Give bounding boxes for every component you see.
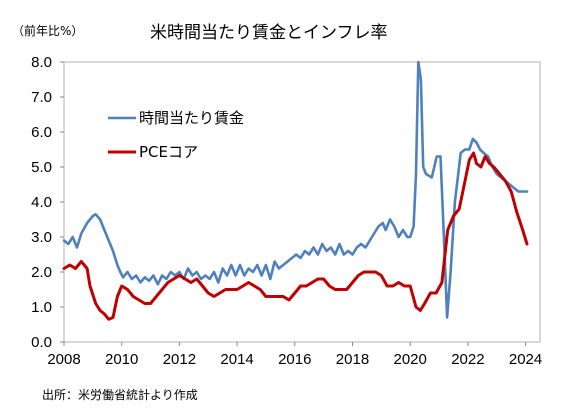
x-tick-label: 2014	[220, 351, 253, 368]
plot-area	[63, 61, 541, 343]
x-tick-label: 2010	[105, 351, 138, 368]
series-line-hourly-wage	[62, 60, 529, 319]
series-layer	[62, 60, 529, 321]
x-tick-label: 2024	[509, 351, 542, 368]
x-tick-label: 2008	[47, 351, 80, 368]
x-tick-label: 2012	[163, 351, 196, 368]
y-tick-label: 6.0	[31, 124, 52, 141]
x-tick-label: 2016	[278, 351, 311, 368]
chart-title: 米時間当たり賃金とインフレ率	[150, 23, 388, 43]
x-axis: 2008 2010 2012 2014 2016 2018 2020 2022 2024	[47, 342, 542, 368]
y-tick-label: 0.0	[31, 334, 52, 351]
y-tick-label: 2.0	[31, 264, 52, 281]
legend-label-pce-core: PCEコア	[139, 143, 198, 161]
y-tick-label: 5.0	[31, 159, 52, 176]
y-tick-label: 8.0	[31, 54, 52, 71]
legend-label-hourly-wage: 時間当たり賃金	[139, 109, 244, 127]
y-tick-label: 4.0	[31, 194, 52, 211]
plot-frame	[63, 61, 541, 343]
series-line-pce-core	[62, 151, 529, 321]
x-tick-label: 2022	[451, 351, 484, 368]
y-axis-unit-label: （前年比%）	[12, 24, 84, 38]
source-note: 出所：米労働省統計より作成	[42, 388, 198, 402]
legend: 時間当たり賃金 PCEコア	[108, 109, 244, 161]
y-tick-label: 3.0	[31, 229, 52, 246]
y-tick-label: 1.0	[31, 299, 52, 316]
y-axis: 0.0 1.0 2.0 3.0 4.0 5.0 6.0 7.0 8.0	[31, 54, 64, 351]
x-tick-label: 2020	[393, 351, 426, 368]
y-tick-label: 7.0	[31, 89, 52, 106]
x-tick-label: 2018	[336, 351, 369, 368]
